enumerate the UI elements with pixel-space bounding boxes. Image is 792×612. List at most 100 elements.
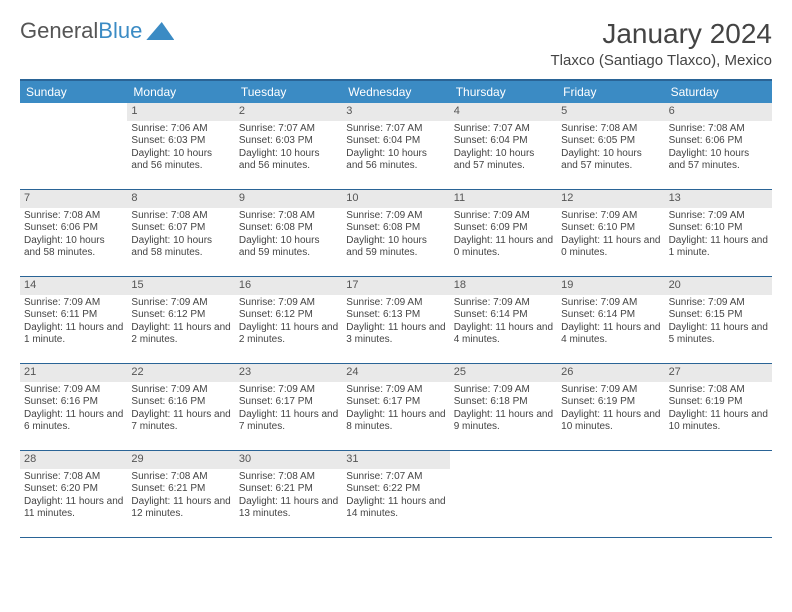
day-number: 30 <box>235 451 342 469</box>
daylight-text: Daylight: 10 hours and 57 minutes. <box>561 148 660 173</box>
daylight-text: Daylight: 11 hours and 12 minutes. <box>131 496 230 521</box>
sunset-text: Sunset: 6:17 PM <box>346 396 445 409</box>
calendar-cell: 23Sunrise: 7:09 AMSunset: 6:17 PMDayligh… <box>235 364 342 450</box>
dow-sunday: Sunday <box>20 81 127 103</box>
day-number: 24 <box>342 364 449 382</box>
day-number: 29 <box>127 451 234 469</box>
day-number: 15 <box>127 277 234 295</box>
brand-part2: Blue <box>98 18 142 44</box>
sunrise-text: Sunrise: 7:09 AM <box>346 210 445 223</box>
sunset-text: Sunset: 6:07 PM <box>131 222 230 235</box>
daylight-text: Daylight: 11 hours and 10 minutes. <box>669 409 768 434</box>
daylight-text: Daylight: 11 hours and 13 minutes. <box>239 496 338 521</box>
calendar-cell: 18Sunrise: 7:09 AMSunset: 6:14 PMDayligh… <box>450 277 557 363</box>
daylight-text: Daylight: 10 hours and 56 minutes. <box>346 148 445 173</box>
day-number: 11 <box>450 190 557 208</box>
sunset-text: Sunset: 6:08 PM <box>239 222 338 235</box>
calendar-cell: 8Sunrise: 7:08 AMSunset: 6:07 PMDaylight… <box>127 190 234 276</box>
sunset-text: Sunset: 6:12 PM <box>239 309 338 322</box>
sunrise-text: Sunrise: 7:06 AM <box>131 123 230 136</box>
day-number: 9 <box>235 190 342 208</box>
sunrise-text: Sunrise: 7:08 AM <box>239 210 338 223</box>
sunset-text: Sunset: 6:03 PM <box>239 135 338 148</box>
sunrise-text: Sunrise: 7:09 AM <box>669 297 768 310</box>
title-block: January 2024 Tlaxco (Santiago Tlaxco), M… <box>551 18 772 75</box>
calendar-cell: 9Sunrise: 7:08 AMSunset: 6:08 PMDaylight… <box>235 190 342 276</box>
sunrise-text: Sunrise: 7:09 AM <box>131 297 230 310</box>
dow-saturday: Saturday <box>665 81 772 103</box>
sunrise-text: Sunrise: 7:09 AM <box>24 297 123 310</box>
dow-row: Sunday Monday Tuesday Wednesday Thursday… <box>20 81 772 103</box>
sunset-text: Sunset: 6:06 PM <box>669 135 768 148</box>
calendar-cell: 29 Sunrise: 7:08 AMSunset: 6:21 PMDayligh… <box>127 451 234 537</box>
daylight-text: Daylight: 11 hours and 2 minutes. <box>131 322 230 347</box>
calendar-cell: 24Sunrise: 7:09 AMSunset: 6:17 PMDayligh… <box>342 364 449 450</box>
calendar: Sunday Monday Tuesday Wednesday Thursday… <box>20 79 772 538</box>
day-number: 19 <box>557 277 664 295</box>
sunset-text: Sunset: 6:17 PM <box>239 396 338 409</box>
sunset-text: Sunset: 6:04 PM <box>346 135 445 148</box>
day-number: 23 <box>235 364 342 382</box>
day-number: 31 <box>342 451 449 469</box>
daylight-text: Daylight: 11 hours and 4 minutes. <box>454 322 553 347</box>
sunset-text: Sunset: 6:11 PM <box>24 309 123 322</box>
sunset-text: Sunset: 6:14 PM <box>454 309 553 322</box>
sunrise-text: Sunrise: 7:09 AM <box>239 297 338 310</box>
sunrise-text: Sunrise: 7:09 AM <box>454 210 553 223</box>
daylight-text: Daylight: 11 hours and 6 minutes. <box>24 409 123 434</box>
sunset-text: Sunset: 6:14 PM <box>561 309 660 322</box>
header: GeneralBlue January 2024 Tlaxco (Santiag… <box>20 18 772 75</box>
sunrise-text: Sunrise: 7:09 AM <box>561 297 660 310</box>
sunset-text: Sunset: 6:05 PM <box>561 135 660 148</box>
calendar-cell: 22Sunrise: 7:09 AMSunset: 6:16 PMDayligh… <box>127 364 234 450</box>
sunset-text: Sunset: 6:18 PM <box>454 396 553 409</box>
sunrise-text: Sunrise: 7:08 AM <box>24 471 123 484</box>
day-number: 4 <box>450 103 557 121</box>
sunset-text: Sunset: 6:03 PM <box>131 135 230 148</box>
calendar-cell: 11 Sunrise: 7:09 AMSunset: 6:09 PMDayligh… <box>450 190 557 276</box>
sunset-text: Sunset: 6:08 PM <box>346 222 445 235</box>
daylight-text: Daylight: 11 hours and 11 minutes. <box>24 496 123 521</box>
daylight-text: Daylight: 11 hours and 7 minutes. <box>131 409 230 434</box>
sunset-text: Sunset: 6:10 PM <box>669 222 768 235</box>
calendar-cell: 16Sunrise: 7:09 AMSunset: 6:12 PMDayligh… <box>235 277 342 363</box>
sunset-text: Sunset: 6:16 PM <box>24 396 123 409</box>
day-number: 26 <box>557 364 664 382</box>
day-number: 13 <box>665 190 772 208</box>
calendar-cell: 4Sunrise: 7:07 AMSunset: 6:04 PMDaylight… <box>450 103 557 189</box>
sunset-text: Sunset: 6:21 PM <box>131 483 230 496</box>
calendar-cell: 20Sunrise: 7:09 AMSunset: 6:15 PMDayligh… <box>665 277 772 363</box>
day-number: 6 <box>665 103 772 121</box>
sunrise-text: Sunrise: 7:09 AM <box>454 384 553 397</box>
day-number: 28 <box>20 451 127 469</box>
calendar-cell: 27Sunrise: 7:08 AMSunset: 6:19 PMDayligh… <box>665 364 772 450</box>
dow-monday: Monday <box>127 81 234 103</box>
daylight-text: Daylight: 10 hours and 58 minutes. <box>131 235 230 260</box>
day-number: 17 <box>342 277 449 295</box>
dow-thursday: Thursday <box>450 81 557 103</box>
dow-friday: Friday <box>557 81 664 103</box>
sunset-text: Sunset: 6:21 PM <box>239 483 338 496</box>
sunrise-text: Sunrise: 7:09 AM <box>346 384 445 397</box>
calendar-cell: 2Sunrise: 7:07 AMSunset: 6:03 PMDaylight… <box>235 103 342 189</box>
day-number: 14 <box>20 277 127 295</box>
calendar-cell: 5Sunrise: 7:08 AMSunset: 6:05 PMDaylight… <box>557 103 664 189</box>
day-number: 27 <box>665 364 772 382</box>
calendar-week: 1Sunrise: 7:06 AMSunset: 6:03 PMDaylight… <box>20 103 772 190</box>
calendar-week: 7Sunrise: 7:08 AMSunset: 6:06 PMDaylight… <box>20 190 772 277</box>
daylight-text: Daylight: 10 hours and 56 minutes. <box>239 148 338 173</box>
daylight-text: Daylight: 10 hours and 56 minutes. <box>131 148 230 173</box>
sunset-text: Sunset: 6:09 PM <box>454 222 553 235</box>
daylight-text: Daylight: 10 hours and 57 minutes. <box>669 148 768 173</box>
sunrise-text: Sunrise: 7:09 AM <box>561 210 660 223</box>
calendar-cell: 1Sunrise: 7:06 AMSunset: 6:03 PMDaylight… <box>127 103 234 189</box>
sunrise-text: Sunrise: 7:08 AM <box>131 471 230 484</box>
calendar-week: 21Sunrise: 7:09 AMSunset: 6:16 PMDayligh… <box>20 364 772 451</box>
sunset-text: Sunset: 6:22 PM <box>346 483 445 496</box>
calendar-cell <box>450 451 557 537</box>
calendar-cell: 14Sunrise: 7:09 AMSunset: 6:11 PMDayligh… <box>20 277 127 363</box>
calendar-cell: 28Sunrise: 7:08 AMSunset: 6:20 PMDayligh… <box>20 451 127 537</box>
calendar-cell <box>20 103 127 189</box>
daylight-text: Daylight: 11 hours and 0 minutes. <box>454 235 553 260</box>
sunset-text: Sunset: 6:12 PM <box>131 309 230 322</box>
